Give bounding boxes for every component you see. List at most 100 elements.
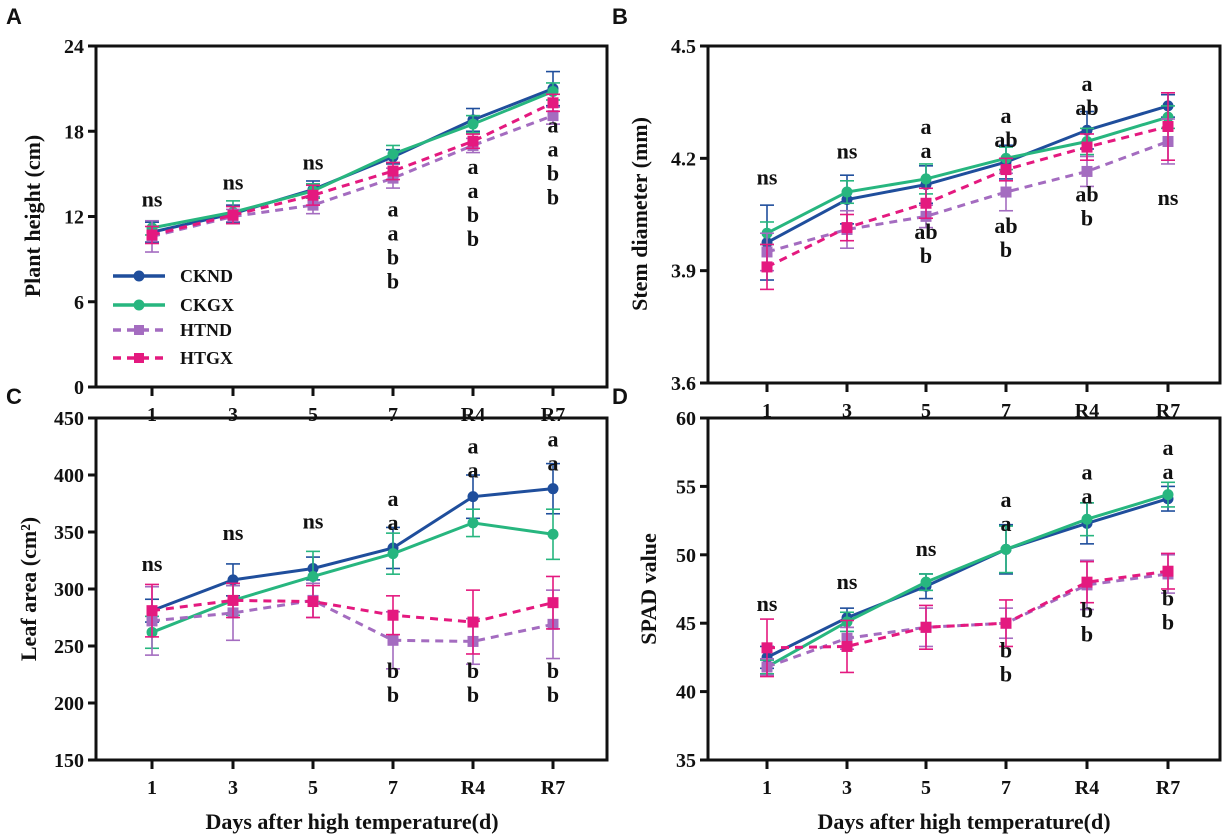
- panel-b-sig-label-r4-7-0: ab: [1075, 181, 1098, 206]
- panel-a-point-ckgx-3: [387, 148, 399, 160]
- panel-c-line-htgx: [151, 598, 554, 624]
- panel-d-series-htgx: [760, 552, 1175, 678]
- panel-c-sig-label-r7-8-1: b: [547, 682, 559, 707]
- panel-a-plot: [145, 70, 560, 253]
- panel-d-point-ckgx-3: [1000, 543, 1012, 555]
- panel-d-x-tick-label-r7: R7: [1156, 777, 1180, 799]
- panel-d-sig-label-r7-5-0: a: [1163, 435, 1174, 460]
- panel-b-sig-label-7-3-0: a: [1001, 103, 1012, 128]
- panel-c-point-htgx-3: [387, 609, 399, 621]
- panel-a-x-tick-label-r7: R7: [541, 404, 565, 426]
- panel-a-x-tick-label-1: 1: [147, 404, 157, 426]
- panel-d-sig-label-r7-8-0: b: [1162, 585, 1174, 610]
- panel-b-point-ckgx-1: [841, 186, 853, 198]
- panel-b-line-cknd: [766, 104, 1169, 244]
- panel-a-x-ticks: 1 3 5 7 R4 R7: [147, 387, 565, 426]
- panel-c-series-cknd: [145, 462, 560, 623]
- panel-d-line-htnd: [766, 572, 1169, 669]
- panel-c-sig-label-7-6-1: b: [387, 682, 399, 707]
- panel-c-x-tick-label-5: 5: [308, 777, 318, 799]
- y-axis-title-a: Plant height (cm): [20, 135, 45, 298]
- x-axis-title-c: Days after high temperature(d): [205, 809, 498, 834]
- panel-d-sig-label-1-0-0: ns: [757, 591, 778, 616]
- panel-a-sig-label-7-3-0: a: [388, 197, 399, 222]
- panel-letter-d: D: [612, 384, 628, 409]
- panel-c-y-tick-label-3: 300: [54, 579, 84, 601]
- panel-a-y-tick-label-0: 0: [74, 377, 84, 399]
- panel-a-sig-label-r7-5-3: b: [547, 185, 559, 210]
- legend-marker-ckn: [133, 270, 145, 282]
- panel-c-x-ticks: 1 3 5 7 R4 R7: [147, 760, 565, 799]
- panel-c-point-ckgx-5: [547, 528, 559, 540]
- panel-c-series-htnd: [145, 582, 560, 670]
- panel-a-sig-label-5-2-0: ns: [303, 150, 324, 175]
- panel-b-line-htnd: [766, 140, 1169, 254]
- panel-a-sig-label-r4-4-3: b: [467, 226, 479, 251]
- panel-c-x-tick-label-r4: R4: [461, 777, 485, 799]
- legend-label-htgx: HTGX: [180, 348, 233, 368]
- panel-b-point-htnd-4: [1081, 165, 1093, 177]
- panel-c-line-htnd: [151, 598, 554, 643]
- y-axis-title-c: Leaf area (cm²): [16, 517, 41, 661]
- panel-b-sig-label-7-6-0: ab: [994, 213, 1017, 238]
- panel-b-point-ckgx-2: [920, 173, 932, 185]
- panel-b-frame: [706, 44, 1222, 385]
- panel-d-x-tick-label-r4: R4: [1075, 777, 1099, 799]
- panel-b-line-htgx: [766, 125, 1169, 269]
- panel-d-y-ticks: 35 40 45 50 55 60: [676, 408, 708, 772]
- panel-d-sig-label-3-1-0: ns: [837, 569, 858, 594]
- panel-b-line-ckgx: [766, 115, 1169, 235]
- panel-c-y-tick-label-1: 200: [54, 693, 84, 715]
- panel-b-sig-label-r7-8-0: ns: [1158, 185, 1179, 210]
- panel-c-sig-label-r7-5-1: a: [548, 451, 559, 476]
- panel-d-point-htgx-0: [761, 642, 773, 654]
- panel-b-sig-label-7-3-1: ab: [994, 127, 1017, 152]
- panel-c-series-ckgx: [145, 508, 560, 650]
- legend-label-htnd: HTND: [180, 320, 232, 340]
- panel-c-point-ckgx-3: [387, 548, 399, 560]
- panel-b-x-tick-label-1: 1: [762, 400, 772, 422]
- panel-a-y-tick-label-1: 6: [74, 292, 84, 314]
- panel-d-sig-label-r4-4-0: a: [1082, 460, 1093, 485]
- panel-c-plot: [145, 462, 560, 670]
- panel-c-y-tick-label-2: 250: [54, 636, 84, 658]
- panel-d-point-htgx-1: [841, 640, 853, 652]
- panel-d-sig-label-7-6-0: b: [1000, 637, 1012, 662]
- panel-a-x-tick-label-5: 5: [308, 404, 318, 426]
- panel-c-line-cknd: [151, 487, 554, 613]
- panel-c-point-htnd-3: [387, 634, 399, 646]
- legend-item-htnd: HTND: [113, 320, 232, 340]
- panel-b-sig-label-5-2-0: a: [921, 114, 932, 139]
- panel-c-sig-label-r4-4-1: a: [468, 457, 479, 482]
- panel-d-point-ckgx-2: [920, 576, 932, 588]
- legend-marker-htgx: [134, 353, 144, 363]
- panel-c-sig-label-7-3-0: a: [388, 486, 399, 511]
- panel-c-point-htgx-0: [146, 605, 158, 617]
- panel-b-sig-label-7-6-1: b: [1000, 237, 1012, 262]
- panel-c-sig-label-r7-8-0: b: [547, 658, 559, 683]
- panel-a-sig-label-r7-5-2: b: [547, 161, 559, 186]
- panel-c-sig-label-5-2-0: ns: [303, 509, 324, 534]
- panel-d-y-tick-label-5: 60: [676, 408, 696, 430]
- panel-d-series-htnd: [760, 553, 1175, 676]
- panel-c: C Leaf area (cm²) 150200250300350400450 …: [6, 384, 609, 834]
- panel-d-x-ticks: 1 3 5 7 R4 R7: [762, 760, 1180, 799]
- panel-letter-b: B: [612, 4, 628, 29]
- panel-d-y-tick-label-3: 50: [676, 545, 696, 567]
- panel-d-y-tick-label-0: 35: [676, 750, 696, 772]
- panel-c-sig-label-7-6-0: b: [387, 658, 399, 683]
- panel-a-y-tick-label-4: 24: [64, 36, 84, 58]
- panel-c-point-htgx-4: [467, 616, 479, 628]
- panel-c-sig-label-r4-4-0: a: [468, 433, 479, 458]
- panel-a-sig-label-7-3-1: a: [388, 221, 399, 246]
- panel-a: A Plant height (cm) 0 6 12 18 24 1 3 5 7 R4 R7 ns…: [6, 4, 609, 426]
- panel-a-sig-label-r4-4-1: a: [468, 178, 479, 203]
- panel-c-point-cknd-4: [467, 491, 479, 503]
- panel-b-plot: [760, 92, 1175, 291]
- panel-c-x-tick-label-3: 3: [228, 777, 238, 799]
